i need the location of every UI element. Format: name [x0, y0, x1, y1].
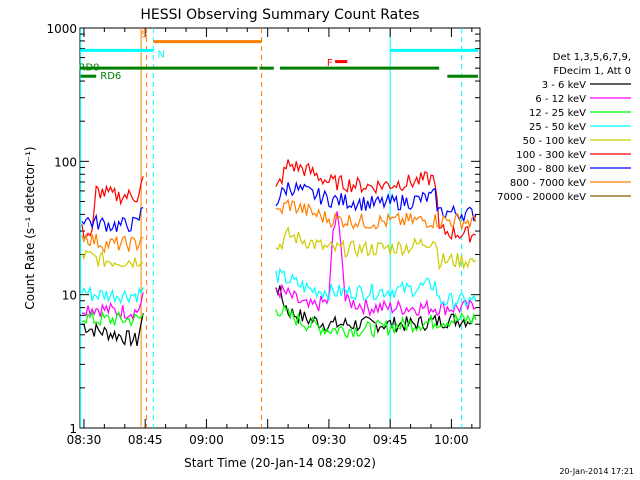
flare-flag-label: F [327, 58, 333, 69]
legend-label: 300 - 800 keV [516, 164, 586, 175]
night-flag-label: N [157, 50, 164, 61]
x-tick-label: 09:15 [250, 433, 285, 447]
series-line [81, 198, 477, 254]
x-tick-label: 10:00 [434, 433, 469, 447]
legend: 3 - 6 keV 6 - 12 keV 12 - 25 keV 25 - 50 ke… [497, 80, 631, 203]
footer-timestamp: 20-Jan-2014 17:21 [559, 467, 634, 476]
chart-title: HESSI Observing Summary Count Rates [140, 7, 419, 23]
y-tick-label: 1000 [46, 22, 77, 36]
x-tick-label: 08:30 [67, 433, 102, 447]
legend-label: 100 - 300 keV [516, 150, 586, 161]
legend-label: 25 - 50 keV [529, 122, 586, 133]
legend-label: 7000 - 20000 keV [497, 192, 586, 203]
legend-label: 800 - 7000 keV [510, 178, 586, 189]
plot-area: 1 10 100 1000 08:30 08:45 09:00 09:15 09:30 09:45… [46, 22, 481, 447]
y-tick-label: 10 [62, 289, 77, 303]
rd0-flag-label: RD0 [79, 63, 100, 74]
x-tick-label: 09:00 [189, 433, 224, 447]
series-line [81, 225, 477, 271]
legend-header-line-1: Det 1,3,5,6,7,9, [553, 52, 631, 63]
y-tick-label: 1 [69, 422, 77, 436]
legend-label: 3 - 6 keV [542, 80, 586, 91]
y-tick-label: 100 [54, 155, 77, 169]
legend-header-line-2: FDecim 1, Att 0 [553, 66, 631, 77]
series-line [81, 304, 477, 339]
series-line [81, 180, 477, 233]
axes-frame [79, 27, 481, 429]
series-line [81, 267, 477, 312]
x-tick-label: 09:45 [373, 433, 408, 447]
legend-label: 50 - 100 keV [523, 136, 587, 147]
legend-label: 6 - 12 keV [535, 94, 586, 105]
legend-label: 12 - 25 keV [529, 108, 586, 119]
x-tick-label: 09:30 [312, 433, 347, 447]
x-axis-label: Start Time (20-Jan-14 08:29:02) [184, 456, 376, 470]
series-line [81, 159, 477, 243]
y-axis-label: Count Rate (s⁻¹ detector⁻¹) [23, 146, 37, 309]
x-tick-label: 08:45 [128, 433, 163, 447]
saa-flag-label: S [141, 29, 147, 40]
rd6-flag-label: RD6 [100, 71, 121, 82]
